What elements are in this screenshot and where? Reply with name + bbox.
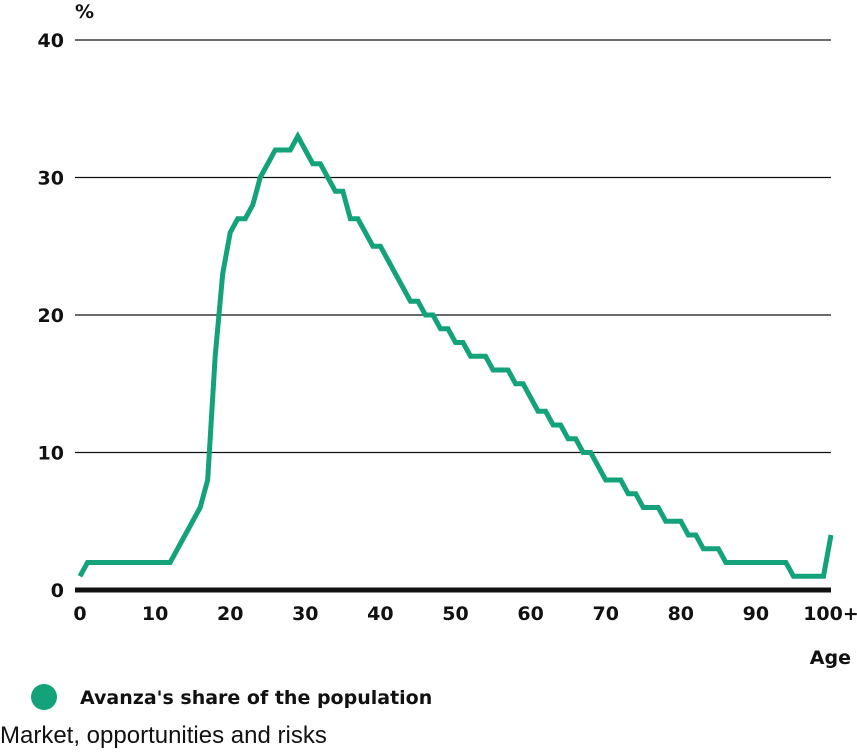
footer-caption: Market, opportunities and risks xyxy=(0,722,327,749)
x-tick-label: 90 xyxy=(743,603,769,625)
y-tick-label: 20 xyxy=(38,305,64,327)
y-tick-label: 10 xyxy=(38,443,64,465)
y-tick-labels: 0 10 20 30 40 xyxy=(38,30,64,602)
legend-label: Avanza's share of the population xyxy=(80,687,432,709)
x-tick-label: 100+ xyxy=(803,603,857,625)
y-axis-label: % xyxy=(75,1,94,23)
x-tick-label: 70 xyxy=(592,603,618,625)
x-tick-label: 0 xyxy=(73,603,86,625)
x-tick-label: 80 xyxy=(668,603,694,625)
x-axis-label: Age xyxy=(810,647,851,669)
legend-swatch-icon xyxy=(31,684,57,710)
series-layer xyxy=(77,131,834,579)
grid-lines xyxy=(75,39,831,454)
x-tick-label: 60 xyxy=(517,603,543,625)
x-tick-label: 20 xyxy=(217,603,243,625)
x-tick-label: 50 xyxy=(442,603,468,625)
x-tick-label: 10 xyxy=(142,603,168,625)
series-line-0 xyxy=(77,131,834,579)
y-tick-label: 30 xyxy=(38,168,64,190)
x-tick-labels: 0 10 20 30 40 50 60 70 80 90 100+ xyxy=(73,603,857,625)
legend: Avanza's share of the population xyxy=(31,684,432,710)
x-tick-label: 30 xyxy=(292,603,318,625)
x-tick-label: 40 xyxy=(367,603,393,625)
y-tick-label: 0 xyxy=(51,580,64,602)
y-tick-label: 40 xyxy=(38,30,64,52)
